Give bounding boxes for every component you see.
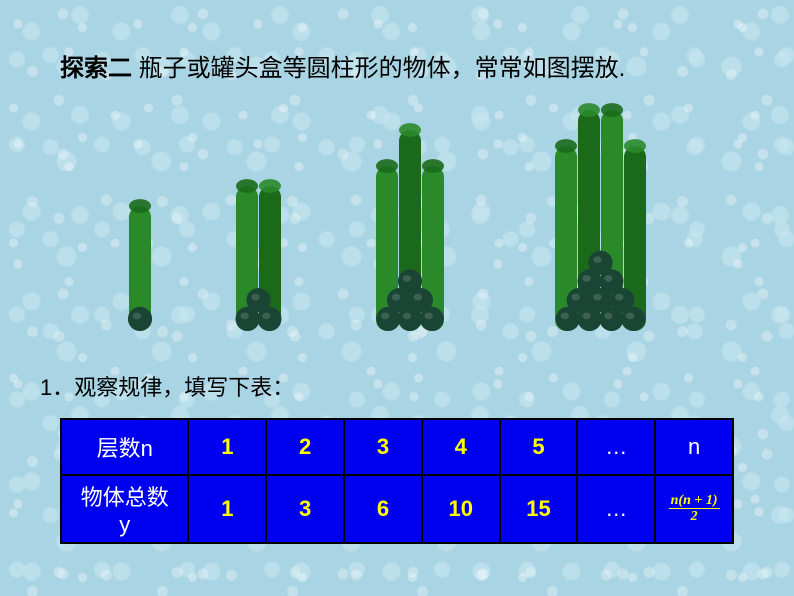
n-1: 1 — [188, 419, 266, 475]
figure-1 — [125, 198, 155, 335]
n-5: 5 — [500, 419, 578, 475]
dots-1: … — [577, 419, 655, 475]
figure-4 — [551, 84, 650, 335]
n-n: n — [655, 419, 733, 475]
data-table: 层数n 1 2 3 4 5 … n 物体总数y 1 3 6 10 15 … n(… — [60, 418, 734, 544]
n-2: 2 — [266, 419, 344, 475]
table-row: 层数n 1 2 3 4 5 … n — [61, 419, 733, 475]
title-rest: 瓶子或罐头盒等圆柱形的物体，常常如图摆放. — [132, 55, 625, 82]
y-1: 1 — [188, 475, 266, 543]
subtitle: 1．观察规律，填写下表： — [40, 370, 294, 402]
y-3: 6 — [344, 475, 422, 543]
row2-label: 物体总数y — [61, 475, 188, 543]
y-4: 10 — [422, 475, 500, 543]
title: 探索二 瓶子或罐头盒等圆柱形的物体，常常如图摆放. — [60, 48, 625, 83]
n-4: 4 — [422, 419, 500, 475]
row1-label: 层数n — [61, 419, 188, 475]
dots-2: … — [577, 475, 655, 543]
y-2: 3 — [266, 475, 344, 543]
figure-3 — [372, 122, 448, 335]
fraction: n(n + 1) 2 — [669, 493, 720, 525]
y-5: 15 — [500, 475, 578, 543]
formula-cell: n(n + 1) 2 — [655, 475, 733, 543]
formula-num: n(n + 1) — [669, 493, 720, 509]
n-3: 3 — [344, 419, 422, 475]
figures — [0, 115, 794, 335]
title-bold: 探索二 — [60, 55, 132, 82]
table-row: 物体总数y 1 3 6 10 15 … n(n + 1) 2 — [61, 475, 733, 543]
formula-den: 2 — [669, 509, 720, 524]
figure-2 — [232, 160, 285, 335]
